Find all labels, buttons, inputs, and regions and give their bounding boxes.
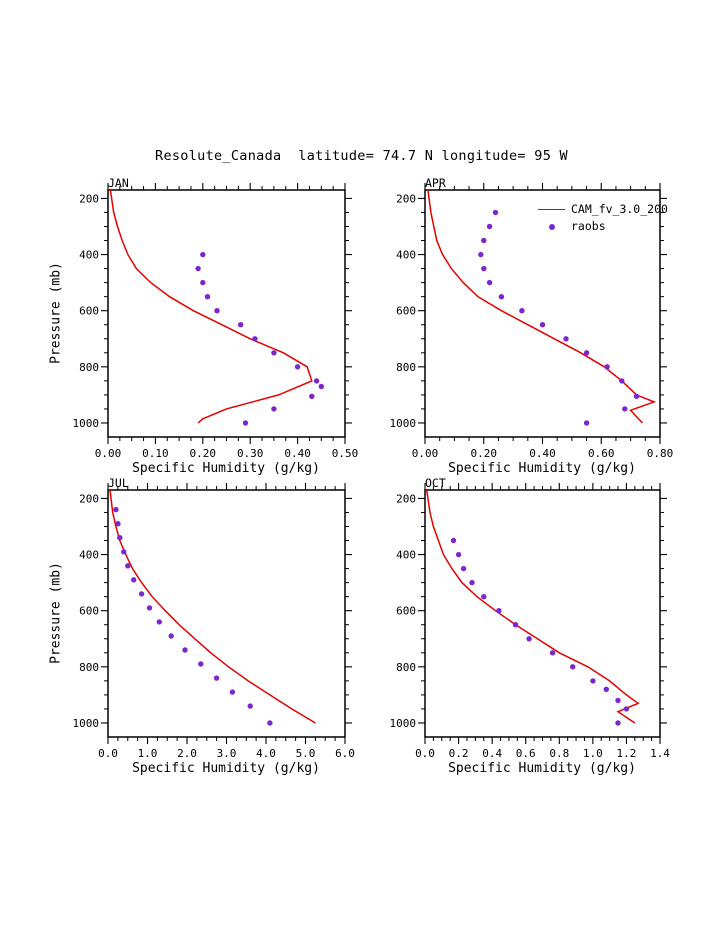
- y-tick-label: 400: [396, 549, 416, 562]
- x-tick-label: 0.0: [415, 747, 435, 760]
- model-line-jan: [109, 189, 313, 424]
- plot-frame-apr: [424, 189, 661, 438]
- x-axis-title-jan: Specific Humidity (g/kg): [132, 461, 320, 476]
- panel-label-oct: OCT: [425, 476, 446, 490]
- plot-panel-jul: 0.0 1.0 2.0 3.0 4.0 5.0 6.0 200 400 600 800 1000: [73, 483, 355, 760]
- legend-entry-model: CAM_fv_3.0_200: [538, 201, 668, 218]
- y-tick-label: 1000: [390, 717, 417, 730]
- y-tick-label: 800: [79, 661, 99, 674]
- x-tick-label: 2.0: [177, 747, 197, 760]
- y-tick-label: 400: [79, 549, 99, 562]
- raobs-dots-jul: [113, 506, 273, 726]
- x-axis-title-jul: Specific Humidity (g/kg): [132, 761, 320, 776]
- x-tick-label: 0.00: [412, 447, 439, 460]
- y-tick-label: 600: [79, 605, 99, 618]
- x-tick-label: 0.40: [529, 447, 556, 460]
- y-tick-label: 800: [396, 661, 416, 674]
- legend-raobs-label: raobs: [571, 219, 606, 233]
- y-tick-label: 200: [79, 492, 99, 505]
- x-tick-label: 0.60: [588, 447, 615, 460]
- model-line-apr: [427, 189, 657, 424]
- y-tick-label: 1000: [73, 417, 100, 430]
- plot-frame-jan: [107, 189, 346, 438]
- plot-panel-apr: 0.00 0.20 0.40 0.60 0.80 200 400 600 800 1000: [390, 183, 674, 460]
- x-tick-label: 1.0: [138, 747, 158, 760]
- legend-model-label: CAM_fv_3.0_200: [571, 202, 668, 216]
- x-tick-label: 4.0: [256, 747, 276, 760]
- x-tick-label: 0.00: [95, 447, 122, 460]
- y-tick-label: 600: [396, 605, 416, 618]
- x-tick-label: 1.2: [616, 747, 636, 760]
- x-tick-label: 1.4: [650, 747, 670, 760]
- x-tick-label: 0.80: [647, 447, 674, 460]
- x-tick-label: 0.10: [142, 447, 169, 460]
- x-tick-label: 0.2: [449, 747, 469, 760]
- model-line-jul: [109, 489, 316, 724]
- y-tick-label: 200: [79, 192, 99, 205]
- x-tick-label: 0.4: [482, 747, 502, 760]
- model-line-oct: [425, 489, 640, 724]
- x-tick-label: 0.8: [549, 747, 569, 760]
- raobs-dots-jan: [195, 251, 324, 426]
- raobs-dot-swatch-icon: [549, 223, 555, 230]
- x-tick-label: 0.30: [237, 447, 264, 460]
- x-axis-title-apr: Specific Humidity (g/kg): [448, 461, 636, 476]
- y-tick-label: 600: [396, 305, 416, 318]
- x-tick-label: 0.0: [98, 747, 118, 760]
- y-tick-label: 200: [396, 192, 416, 205]
- model-line-swatch-icon: [538, 209, 565, 210]
- x-tick-label: 3.0: [217, 747, 237, 760]
- raobs-dots-apr: [478, 209, 640, 426]
- plot-frame-oct: [424, 489, 661, 738]
- panel-label-jan: JAN: [108, 176, 129, 190]
- x-tick-label: 1.0: [583, 747, 603, 760]
- panel-label-apr: APR: [425, 176, 446, 190]
- panel-label-jul: JUL: [108, 476, 129, 490]
- y-tick-label: 600: [79, 305, 99, 318]
- y-tick-label: 400: [79, 249, 99, 262]
- x-tick-label: 0.6: [516, 747, 536, 760]
- y-tick-label: 200: [396, 492, 416, 505]
- raobs-dots-oct: [450, 537, 630, 726]
- y-tick-label: 400: [396, 249, 416, 262]
- y-tick-label: 800: [396, 361, 416, 374]
- x-tick-label: 0.50: [332, 447, 359, 460]
- x-tick-label: 0.40: [284, 447, 311, 460]
- legend-entry-raobs: raobs: [538, 218, 668, 235]
- plot-panel-jan: 0.00 0.10 0.20 0.30 0.40 0.50 200 400 600 800 1000: [73, 183, 359, 460]
- y-tick-label: 1000: [390, 417, 417, 430]
- plot-frame-jul: [107, 489, 346, 738]
- x-tick-label: 0.20: [190, 447, 217, 460]
- y-tick-label: 1000: [73, 717, 100, 730]
- x-tick-label: 0.20: [471, 447, 498, 460]
- x-axis-title-oct: Specific Humidity (g/kg): [448, 761, 636, 776]
- plot-panel-oct: 0.0 0.2 0.4 0.6 0.8 1.0 1.2 1.4 200 400 600 800 1000: [390, 483, 670, 760]
- figure-title: Resolute_Canada latitude= 74.7 N longitu…: [155, 148, 568, 164]
- legend: CAM_fv_3.0_200 raobs: [538, 201, 668, 235]
- x-tick-label: 5.0: [296, 747, 316, 760]
- y-tick-label: 800: [79, 361, 99, 374]
- x-tick-label: 6.0: [335, 747, 355, 760]
